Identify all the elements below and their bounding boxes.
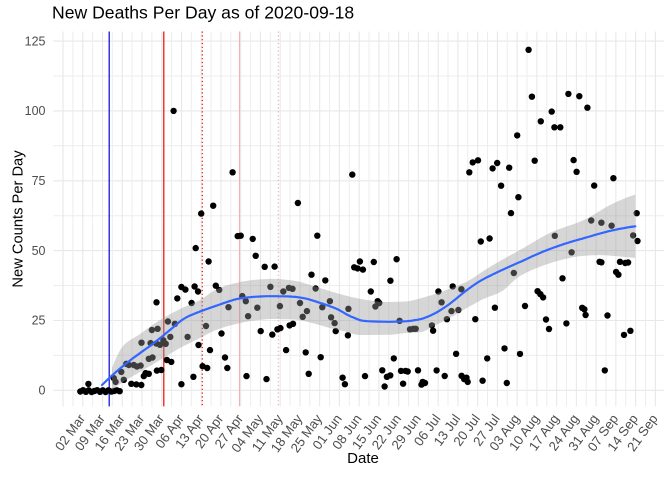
svg-text:New Counts Per Day: New Counts Per Day <box>11 150 27 288</box>
svg-text:50: 50 <box>32 244 46 258</box>
svg-text:0: 0 <box>39 384 46 398</box>
svg-text:25: 25 <box>32 314 46 328</box>
svg-text:100: 100 <box>25 104 46 118</box>
svg-text:75: 75 <box>32 174 46 188</box>
svg-text:125: 125 <box>25 34 46 48</box>
svg-text:New Deaths Per Day as of 2020-: New Deaths Per Day as of 2020-09-18 <box>52 3 354 23</box>
svg-text:Date: Date <box>347 450 379 467</box>
